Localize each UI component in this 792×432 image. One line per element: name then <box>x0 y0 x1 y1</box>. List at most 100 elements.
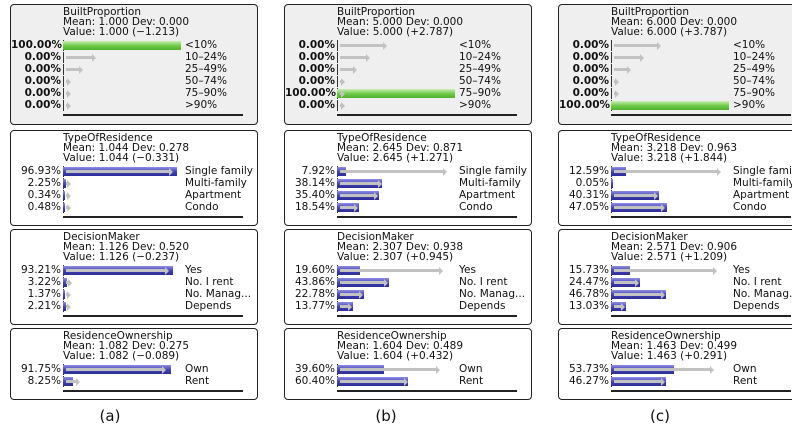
state-row[interactable]: 18.54% Condo <box>285 202 531 213</box>
bayes-node-typeofresidence[interactable]: TypeOfResidence Mean: 2.645 Dev: 0.871 Val… <box>284 130 532 226</box>
prior-arrow <box>66 167 173 176</box>
state-row[interactable]: 0.00% 25–49% <box>285 64 531 75</box>
state-row[interactable]: 53.73% Own <box>559 364 792 375</box>
state-row[interactable]: 3.22% No. I rent <box>11 277 257 288</box>
state-probability: 0.34% <box>27 189 61 201</box>
state-row[interactable]: 0.00% 75–90% <box>11 88 257 99</box>
bayes-node-builtproportion[interactable]: BuiltProportion Mean: 1.000 Dev: 0.000 Val… <box>10 4 258 125</box>
state-row[interactable]: 93.21% Yes <box>11 265 257 276</box>
bayes-node-residenceownership[interactable]: ResidenceOwnership Mean: 1.082 Dev: 0.275… <box>10 328 258 400</box>
prior-arrow <box>614 191 659 200</box>
prior-arrow <box>614 290 666 299</box>
state-row[interactable]: 0.00% >90% <box>285 100 531 111</box>
state-row[interactable]: 38.14% Multi-family <box>285 178 531 189</box>
state-row[interactable]: 12.59% Single family <box>559 166 792 177</box>
state-row[interactable]: 39.60% Own <box>285 364 531 375</box>
state-row[interactable]: 100.00% 75–90% <box>285 88 531 99</box>
bayes-node-builtproportion[interactable]: BuiltProportion Mean: 5.000 Dev: 0.000 Val… <box>284 4 532 125</box>
node-title: TypeOfResidence <box>337 132 427 144</box>
bayes-node-typeofresidence[interactable]: TypeOfResidence Mean: 1.044 Dev: 0.278 Val… <box>10 130 258 226</box>
prior-arrow <box>614 203 666 212</box>
state-probability: 100.00% <box>11 39 63 51</box>
bayes-node-residenceownership[interactable]: ResidenceOwnership Mean: 1.604 Dev: 0.489… <box>284 328 532 400</box>
state-row[interactable]: 91.75% Own <box>11 364 257 375</box>
state-row[interactable]: 0.00% 10–24% <box>285 52 531 63</box>
bar-track <box>63 167 181 176</box>
state-probability: 0.00% <box>572 63 609 75</box>
bar-axis <box>611 76 612 87</box>
state-row[interactable]: 0.48% Condo <box>11 202 257 213</box>
bar-track <box>611 101 729 110</box>
node-mean-dev: Mean: 1.463 Dev: 0.499 <box>611 340 737 352</box>
node-mean-dev: Mean: 1.604 Dev: 0.489 <box>337 340 463 352</box>
prior-arrow <box>340 77 345 86</box>
state-row[interactable]: 0.00% 25–49% <box>559 64 792 75</box>
bar-track <box>63 203 181 212</box>
state-row[interactable]: 13.77% Depends <box>285 301 531 312</box>
state-row[interactable]: 0.34% Apartment <box>11 190 257 201</box>
state-row[interactable]: 47.05% Condo <box>559 202 792 213</box>
state-label: Multi-family <box>733 177 792 189</box>
state-row[interactable]: 24.47% No. I rent <box>559 277 792 288</box>
node-value: Value: 6.000 (+3.787) <box>611 26 728 38</box>
state-row[interactable]: 43.86% No. I rent <box>285 277 531 288</box>
bar-track <box>337 101 455 110</box>
state-row[interactable]: 100.00% >90% <box>559 100 792 111</box>
bar-track <box>63 41 181 50</box>
node-title: BuiltProportion <box>337 6 415 18</box>
state-row[interactable]: 13.03% Depends <box>559 301 792 312</box>
state-row[interactable]: 0.00% 50–74% <box>285 76 531 87</box>
state-label: Own <box>459 363 483 375</box>
state-row[interactable]: 0.05% Multi-family <box>559 178 792 189</box>
state-row[interactable]: 8.25% Rent <box>11 376 257 387</box>
node-mean-dev: Mean: 6.000 Dev: 0.000 <box>611 16 737 28</box>
state-row[interactable]: 40.31% Apartment <box>559 190 792 201</box>
bar-axis <box>611 88 612 99</box>
state-row[interactable]: 15.73% Yes <box>559 265 792 276</box>
state-row[interactable]: 19.60% Yes <box>285 265 531 276</box>
state-row[interactable]: 100.00% <10% <box>11 40 257 51</box>
bar-track <box>63 365 181 374</box>
state-row[interactable]: 1.37% No. Manag... <box>11 289 257 300</box>
state-row[interactable]: 46.27% Rent <box>559 376 792 387</box>
bayes-node-decisionmaker[interactable]: DecisionMaker Mean: 2.307 Dev: 0.938 Value… <box>284 229 532 325</box>
node-mean-dev: Mean: 1.082 Dev: 0.275 <box>63 340 189 352</box>
state-row[interactable]: 35.40% Apartment <box>285 190 531 201</box>
bar-track <box>337 65 455 74</box>
state-row[interactable]: 7.92% Single family <box>285 166 531 177</box>
prior-arrow <box>614 302 626 311</box>
state-row[interactable]: 0.00% 25–49% <box>11 64 257 75</box>
state-row[interactable]: 0.00% 10–24% <box>11 52 257 63</box>
state-label: Own <box>185 363 209 375</box>
prior-arrow <box>66 365 166 374</box>
prior-arrow <box>66 278 74 287</box>
bar-track <box>611 377 729 386</box>
state-row[interactable]: 0.00% <10% <box>559 40 792 51</box>
prior-arrow <box>340 53 371 62</box>
state-row[interactable]: 0.00% <10% <box>285 40 531 51</box>
bayes-node-typeofresidence[interactable]: TypeOfResidence Mean: 3.218 Dev: 0.963 Val… <box>558 130 792 226</box>
state-row[interactable]: 0.00% >90% <box>11 100 257 111</box>
prior-arrow <box>66 77 71 86</box>
state-row[interactable]: 0.00% 50–74% <box>11 76 257 87</box>
state-probability: 19.60% <box>294 264 335 276</box>
state-row[interactable]: 96.93% Single family <box>11 166 257 177</box>
bar-track <box>63 266 181 275</box>
state-row[interactable]: 0.00% 75–90% <box>559 88 792 99</box>
bar-track <box>611 41 729 50</box>
prior-arrow <box>66 179 71 188</box>
state-row[interactable]: 0.00% 50–74% <box>559 76 792 87</box>
state-row[interactable]: 0.00% 10–24% <box>559 52 792 63</box>
prior-arrow <box>66 290 71 299</box>
bayes-node-decisionmaker[interactable]: DecisionMaker Mean: 2.571 Dev: 0.906 Value… <box>558 229 792 325</box>
state-row[interactable]: 22.78% No. Manag... <box>285 289 531 300</box>
bayes-node-decisionmaker[interactable]: DecisionMaker Mean: 1.126 Dev: 0.520 Value… <box>10 229 258 325</box>
state-row[interactable]: 2.21% Depends <box>11 301 257 312</box>
state-row[interactable]: 46.78% No. Manag... <box>559 289 792 300</box>
state-row[interactable]: 2.25% Multi-family <box>11 178 257 189</box>
bar-track <box>611 191 729 200</box>
bayes-node-builtproportion[interactable]: BuiltProportion Mean: 6.000 Dev: 0.000 Val… <box>558 4 792 125</box>
bar-track <box>611 203 729 212</box>
bayes-node-residenceownership[interactable]: ResidenceOwnership Mean: 1.463 Dev: 0.499… <box>558 328 792 400</box>
state-row[interactable]: 60.40% Rent <box>285 376 531 387</box>
